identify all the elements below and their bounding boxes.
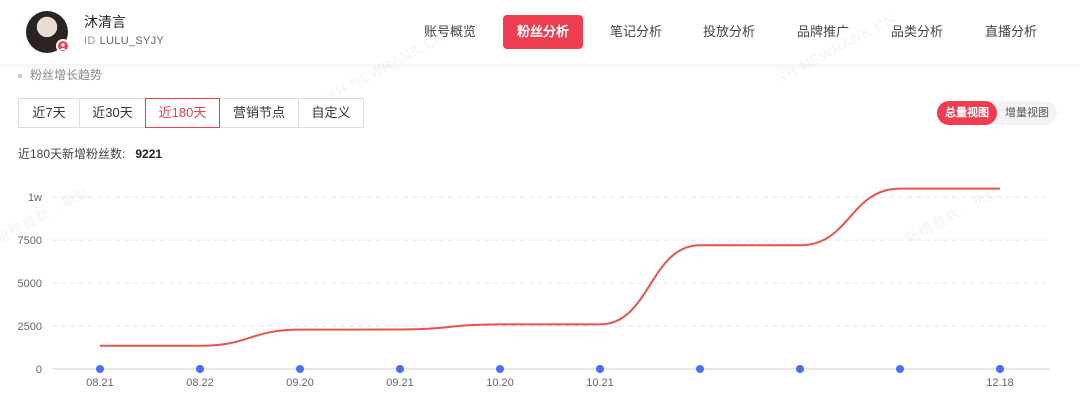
profile-id-value: LULU_SYJY (99, 35, 165, 47)
tab-brand-promotion[interactable]: 品牌推广 (796, 24, 849, 39)
summary-value: 9221 (135, 147, 163, 161)
increment-view-button[interactable]: 增量视图 (1005, 107, 1049, 119)
x-axis-marker (96, 365, 104, 373)
profile-id: ID LULU_SYJY (84, 35, 164, 47)
range-30d-button[interactable]: 近30天 (79, 98, 146, 128)
x-tick-label: 08.22 (186, 377, 214, 389)
x-tick-label: 10.20 (486, 377, 514, 389)
x-tick-label: 09.21 (386, 377, 414, 389)
tab-account-overview[interactable]: 账号概览 (423, 24, 476, 39)
x-axis-marker (996, 365, 1004, 373)
tab-fans-analysis[interactable]: 粉丝分析 (503, 15, 583, 49)
range-custom-button[interactable]: 自定义 (298, 98, 364, 128)
tab-ads-analysis[interactable]: 投放分析 (702, 24, 755, 39)
chart-x-axis: 08.21 08.22 09.20 09.21 10.20 10.21 12.18 (86, 377, 1014, 389)
y-tick-label: 7500 (18, 235, 42, 247)
top-bar: 沐清言 ID LULU_SYJY 账号概览 粉丝分析 笔记分析 投放分析 品牌推广… (0, 0, 1080, 64)
section-title: 粉丝增长趋势 (18, 66, 102, 83)
series-line (100, 187, 1000, 347)
profile-id-label: ID (84, 35, 96, 47)
x-tick-label: 10.21 (586, 377, 614, 389)
chart-markers (96, 365, 1004, 373)
x-axis-marker (896, 365, 904, 373)
x-axis-marker (796, 365, 804, 373)
y-tick-label: 5000 (18, 278, 42, 290)
x-axis-marker (196, 365, 204, 373)
gender-badge-icon (56, 39, 70, 53)
x-tick-label: 12.18 (986, 377, 1014, 389)
x-tick-label: 08.21 (86, 377, 114, 389)
profile-name: 沐清言 (84, 14, 126, 30)
x-axis-marker (596, 365, 604, 373)
view-toggle: 总量视图 增量视图 (937, 101, 1057, 125)
avatar[interactable] (26, 11, 70, 53)
chart-gridlines (52, 196, 1050, 370)
y-tick-label: 1w (28, 192, 42, 204)
summary-label: 近180天新增粉丝数: (18, 147, 126, 161)
x-axis-marker (496, 365, 504, 373)
new-fans-summary: 近180天新增粉丝数: 9221 (18, 145, 162, 162)
tab-category-analysis[interactable]: 品类分析 (890, 24, 943, 39)
range-marketing-nodes-button[interactable]: 营销节点 (219, 98, 299, 128)
range-7d-button[interactable]: 近7天 (18, 98, 80, 128)
x-axis-marker (696, 365, 704, 373)
fans-growth-chart: 0 2500 5000 7500 1w 08.21 08.22 09.20 09.21 10.2… (18, 187, 1050, 389)
nav-tabs: 账号概览 粉丝分析 笔记分析 投放分析 品牌推广 品类分析 直播分析 (404, 15, 1058, 49)
section-title-text: 粉丝增长趋势 (30, 68, 103, 82)
x-axis-marker (396, 365, 404, 373)
tab-live-analysis[interactable]: 直播分析 (984, 24, 1037, 39)
x-axis-marker (296, 365, 304, 373)
chart-y-axis: 0 2500 5000 7500 1w (18, 192, 43, 376)
x-tick-label: 09.20 (286, 377, 314, 389)
tab-notes-analysis[interactable]: 笔记分析 (609, 24, 662, 39)
range-selector: 近7天 近30天 近180天 营销节点 自定义 (18, 98, 364, 128)
y-tick-label: 2500 (18, 321, 42, 333)
total-view-button[interactable]: 总量视图 (937, 101, 997, 125)
y-tick-label: 0 (36, 364, 42, 376)
section-dot-icon (18, 73, 22, 78)
range-180d-button[interactable]: 近180天 (145, 98, 220, 128)
